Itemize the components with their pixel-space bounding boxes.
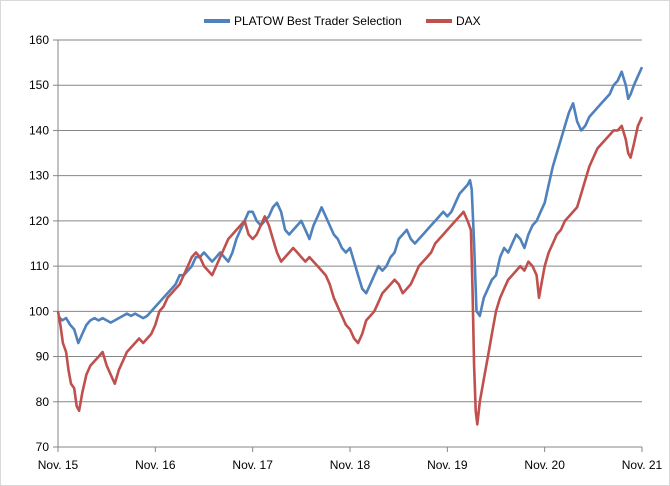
gridlines bbox=[58, 39, 642, 403]
x-tick-label: Nov. 17 bbox=[232, 458, 273, 472]
x-tick-label: Nov. 21 bbox=[622, 458, 663, 472]
axes bbox=[57, 40, 642, 448]
x-tick-label: Nov. 16 bbox=[135, 458, 176, 472]
y-tick-label: 150 bbox=[29, 78, 49, 92]
y-tick-label: 120 bbox=[29, 214, 49, 228]
y-tick-label: 90 bbox=[36, 350, 50, 364]
y-tick-label: 110 bbox=[30, 259, 49, 273]
y-tick-label: 140 bbox=[29, 123, 49, 137]
legend-label: DAX bbox=[456, 14, 481, 28]
y-tick-label: 130 bbox=[29, 169, 49, 183]
series-line-platow bbox=[57, 66, 644, 345]
x-axis-ticks: Nov. 15 Nov. 16 Nov. 17 Nov. 18 Nov. 19 Nov. … bbox=[38, 447, 663, 472]
y-tick-label: 70 bbox=[36, 440, 50, 454]
series-line-dax bbox=[56, 116, 644, 426]
legend-label: PLATOW Best Trader Selection bbox=[234, 14, 402, 28]
x-tick-label: Nov. 20 bbox=[524, 458, 565, 472]
y-axis-ticks: 70 80 90 100 110 120 130 140 150 160 bbox=[29, 33, 58, 454]
x-tick-label: Nov. 19 bbox=[427, 458, 468, 472]
y-tick-label: 80 bbox=[36, 395, 50, 409]
legend: PLATOW Best Trader Selection DAX bbox=[204, 14, 481, 28]
x-tick-label: Nov. 18 bbox=[330, 458, 371, 472]
x-tick-label: Nov. 15 bbox=[38, 458, 79, 472]
y-tick-label: 160 bbox=[29, 33, 49, 47]
y-tick-label: 100 bbox=[29, 304, 49, 318]
series-group bbox=[56, 66, 644, 426]
